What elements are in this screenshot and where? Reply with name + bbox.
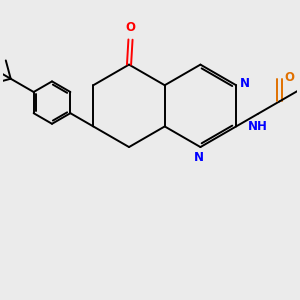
Text: N: N: [194, 152, 204, 164]
Text: O: O: [285, 71, 295, 84]
Text: N: N: [240, 77, 250, 90]
Text: NH: NH: [248, 120, 268, 134]
Text: O: O: [125, 21, 136, 34]
